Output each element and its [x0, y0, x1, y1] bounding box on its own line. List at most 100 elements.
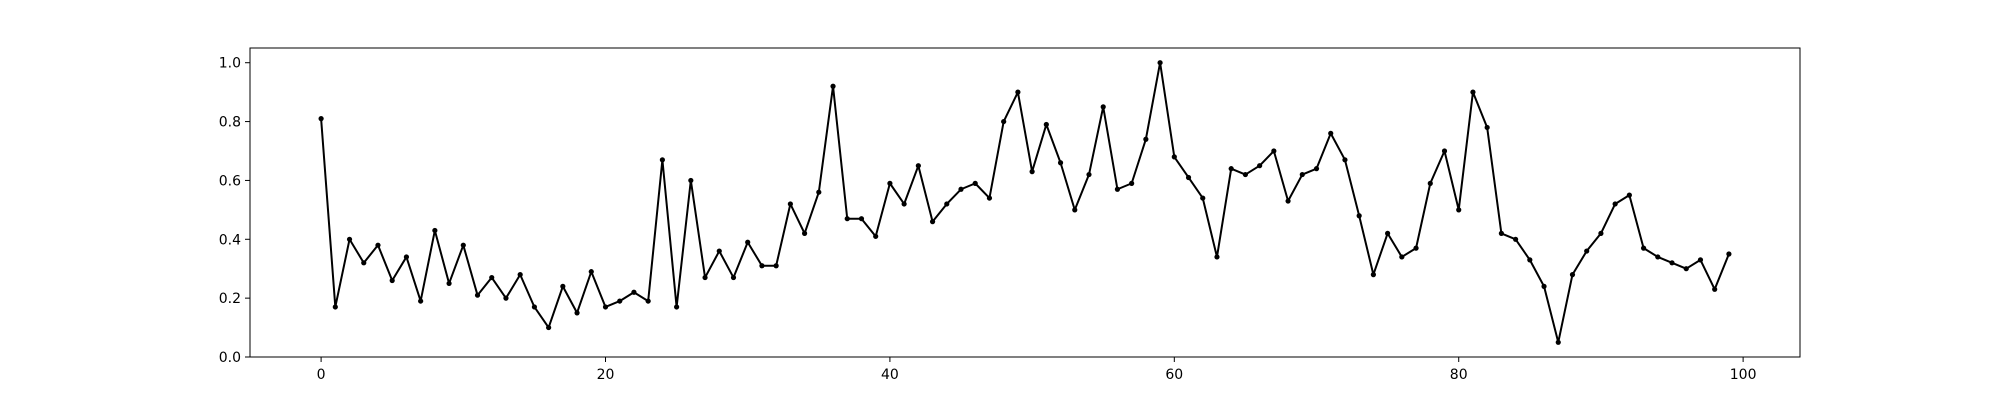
data-point	[1015, 89, 1021, 95]
data-point	[1569, 272, 1576, 278]
data-point	[1057, 160, 1064, 166]
data-point	[403, 254, 410, 260]
data-point	[1584, 248, 1590, 254]
data-point	[759, 263, 765, 269]
data-point	[986, 195, 993, 201]
x-tick-label: 20	[597, 367, 615, 383]
data-point	[1072, 207, 1078, 213]
data-point	[1470, 89, 1476, 95]
data-point	[531, 304, 538, 310]
data-point	[631, 289, 637, 295]
data-point	[1356, 213, 1362, 219]
data-point	[844, 216, 850, 222]
data-point	[958, 186, 964, 192]
data-point	[1029, 169, 1035, 175]
data-point	[418, 298, 424, 304]
data-point	[1328, 130, 1334, 136]
data-point	[816, 189, 822, 195]
data-point	[1413, 245, 1419, 251]
data-point	[1655, 254, 1661, 260]
data-point	[1697, 257, 1704, 263]
plot-area	[318, 60, 1732, 345]
data-point	[1086, 171, 1092, 178]
data-point	[688, 177, 694, 184]
data-point	[1399, 254, 1405, 260]
data-point	[1342, 157, 1348, 163]
data-point	[1669, 260, 1675, 266]
data-point	[375, 242, 381, 248]
x-tick-label: 80	[1450, 367, 1468, 383]
data-point	[546, 324, 552, 331]
series-line	[320, 61, 1730, 344]
data-point	[1456, 207, 1462, 213]
data-point	[1313, 166, 1320, 172]
y-tick-label: 1.0	[219, 56, 241, 72]
x-tick-label: 40	[881, 367, 899, 383]
data-point	[1100, 104, 1106, 110]
data-point	[1214, 254, 1220, 260]
data-point	[1484, 124, 1490, 131]
data-point	[1370, 272, 1376, 278]
data-point	[517, 272, 523, 278]
data-point	[1513, 236, 1519, 242]
data-point	[1626, 192, 1632, 198]
data-point	[702, 274, 708, 281]
data-point	[460, 242, 466, 248]
data-point	[858, 216, 865, 222]
data-point	[873, 233, 879, 239]
data-point	[1242, 171, 1249, 178]
y-tick-label: 0.2	[219, 291, 241, 307]
data-point	[332, 304, 338, 310]
data-point	[474, 292, 481, 298]
y-tick-label: 0.8	[219, 115, 241, 131]
y-tick-label: 0.4	[219, 232, 241, 248]
data-point	[1598, 230, 1604, 236]
data-point	[944, 201, 950, 207]
data-point	[1712, 286, 1718, 292]
data-point	[1299, 171, 1305, 178]
data-point	[1143, 136, 1149, 142]
data-point	[773, 263, 779, 269]
data-point	[1640, 245, 1647, 251]
data-point	[787, 201, 793, 207]
data-point	[361, 260, 367, 266]
data-point	[1555, 339, 1561, 345]
axis-ticks: 0 20 40 60 80 100 0.0 0.2 0.4 0.6 0.8 1.0	[219, 56, 1757, 383]
data-point	[972, 180, 978, 186]
data-point	[830, 83, 836, 89]
data-point	[901, 201, 907, 207]
data-point	[1129, 180, 1135, 186]
data-point	[1043, 121, 1049, 128]
data-point	[745, 239, 751, 245]
x-tick-label: 0	[317, 367, 326, 383]
data-point	[1200, 195, 1206, 201]
x-tick-label: 60	[1165, 367, 1183, 383]
data-point	[1726, 251, 1732, 257]
plot-frame	[249, 47, 1801, 358]
data-point	[560, 283, 566, 289]
y-tick-label: 0.6	[219, 173, 241, 189]
data-point	[503, 295, 509, 301]
data-point	[1257, 163, 1263, 169]
data-point	[1612, 201, 1618, 207]
data-point	[1527, 257, 1533, 263]
data-point	[716, 248, 722, 254]
data-point	[574, 310, 580, 316]
data-point	[489, 274, 495, 281]
data-point	[446, 280, 452, 287]
data-point	[617, 298, 623, 304]
data-point	[1114, 186, 1121, 192]
data-point	[1427, 180, 1433, 186]
data-point	[1285, 198, 1291, 204]
data-point	[1441, 148, 1448, 154]
data-point	[1157, 60, 1163, 66]
data-point	[801, 230, 808, 236]
data-point	[1185, 174, 1192, 181]
data-point	[887, 180, 893, 186]
data-point	[432, 227, 438, 234]
data-point	[674, 304, 680, 310]
data-point	[1385, 230, 1391, 236]
data-point	[659, 157, 665, 163]
